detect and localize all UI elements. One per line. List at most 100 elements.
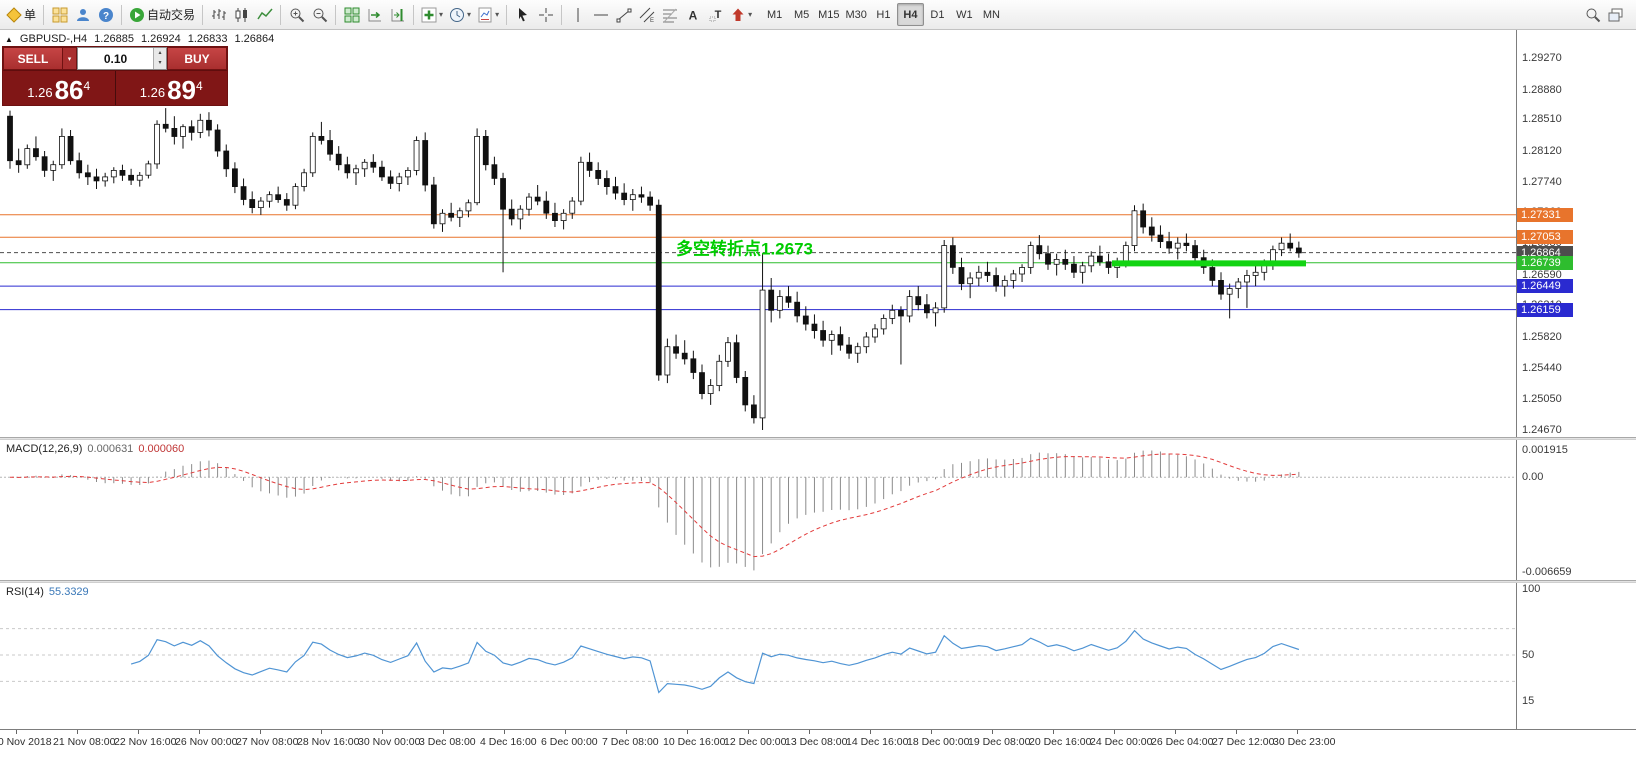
macd-axis-min: -0.006659: [1522, 566, 1572, 578]
main-chart-pane[interactable]: 多空转折点1.2673 ▲ GBPUSD-,H4 1.26885 1.26924…: [0, 30, 1516, 437]
auto-scroll-button[interactable]: [363, 3, 386, 26]
volume-input[interactable]: [78, 48, 153, 69]
price-axis-label: 1.25820: [1522, 331, 1562, 343]
period-m15-button[interactable]: M15: [815, 3, 842, 26]
macd-axis-zero: 0.00: [1522, 471, 1544, 484]
chart-window: 多空转折点1.2673 ▲ GBPUSD-,H4 1.26885 1.26924…: [0, 30, 1636, 751]
crosshair-button[interactable]: [534, 3, 557, 26]
time-axis-label: 27 Dec 12:00: [1212, 736, 1275, 748]
period-mn-button[interactable]: MN: [978, 3, 1005, 26]
time-axis-label: 12 Dec 00:00: [724, 736, 787, 748]
help-button[interactable]: ?: [94, 3, 117, 26]
ohlc-low: 1.26833: [187, 33, 228, 45]
macd-axis[interactable]: 0.001915 0.00 -0.006659: [1516, 440, 1636, 580]
text-label-button[interactable]: T: [704, 3, 727, 26]
periods-button[interactable]: ▾: [446, 3, 474, 26]
rsi-label-row: RSI(14) 55.3329: [6, 586, 89, 598]
buy-button[interactable]: BUY: [167, 47, 227, 70]
period-m30-button[interactable]: M30: [843, 3, 870, 26]
autotrading-button[interactable]: 自动交易: [126, 3, 198, 26]
sell-price-display[interactable]: 1.26 86 4: [3, 71, 116, 105]
time-tick: [931, 730, 932, 734]
main-toolbar: 单? 自动交易 ▾ ▾ ▾ E A T ▾ M1 M5 M15 M30 H1 H4 D1 W1 MN: [0, 0, 1636, 30]
volume-down-button[interactable]: ▾: [154, 58, 166, 69]
search-icon-button[interactable]: [1581, 3, 1604, 26]
period-m1-button[interactable]: M1: [761, 3, 788, 26]
volume-up-button[interactable]: ▴: [154, 48, 166, 59]
time-axis-label: 18 Dec 00:00: [907, 736, 970, 748]
rsi-axis-label: 15: [1522, 695, 1535, 708]
pane-separator-2[interactable]: [0, 580, 1636, 583]
tile-windows-button[interactable]: [340, 3, 363, 26]
annotation-text: 多空转折点1.2673: [676, 238, 813, 258]
line-chart-button[interactable]: [253, 3, 276, 26]
macd-pane[interactable]: MACD(12,26,9) 0.000631 0.000060: [0, 440, 1516, 580]
vertical-line-button[interactable]: [566, 3, 589, 26]
time-axis-label: 4 Dec 16:00: [480, 736, 537, 748]
toolbar-separator: [43, 4, 45, 25]
dropdown-caret-icon: ▾: [467, 10, 472, 19]
zoom-out-button[interactable]: [308, 3, 331, 26]
price-axis-label: 1.27740: [1522, 175, 1562, 188]
chart-shift-button[interactable]: [386, 3, 409, 26]
toolbar-separator: [280, 4, 282, 25]
pane-separator-1[interactable]: [0, 437, 1636, 440]
trendline-button[interactable]: [612, 3, 635, 26]
sell-options-caret-icon[interactable]: ▾: [63, 47, 77, 70]
rsi-axis[interactable]: 100 50 15: [1516, 583, 1636, 729]
time-tick: [687, 730, 688, 734]
toolbar-groups: 单? 自动交易 ▾ ▾ ▾ E A T ▾: [3, 3, 755, 26]
one-click-trading-panel: SELL ▾ ▴ ▾ BUY 1.26864: [2, 46, 228, 106]
text-button[interactable]: A: [681, 3, 704, 26]
time-tick: [321, 730, 322, 734]
time-tick: [1175, 730, 1176, 734]
time-tick: [626, 730, 627, 734]
period-h1-button[interactable]: H1: [870, 3, 897, 26]
time-tick: [565, 730, 566, 734]
price-axis-label: 1.28880: [1522, 83, 1562, 96]
bottom-filler: [0, 751, 1636, 779]
time-axis-label: 7 Dec 08:00: [602, 736, 659, 748]
chart-collapse-icon[interactable]: ▲: [5, 34, 13, 44]
toolbar-separator: [335, 4, 337, 25]
sell-price-prefix: 1.26: [27, 85, 53, 100]
toolbar-separator: [561, 4, 563, 25]
new-order-button[interactable]: 单: [3, 3, 39, 26]
period-d1-button[interactable]: D1: [924, 3, 951, 26]
period-buttons: M1 M5 M15 M30 H1 H4 D1 W1 MN: [761, 3, 1005, 26]
time-tick: [1114, 730, 1115, 734]
candlestick-button[interactable]: [230, 3, 253, 26]
buy-price-display[interactable]: 1.26 89 4: [116, 71, 228, 105]
time-axis-label: 6 Dec 00:00: [541, 736, 598, 748]
rsi-axis-label: 50: [1522, 649, 1535, 661]
templates-button[interactable]: ▾: [474, 3, 502, 26]
fibonacci-button[interactable]: [658, 3, 681, 26]
resistance-line-1-tag: 1.27331: [1517, 207, 1573, 222]
rsi-pane[interactable]: RSI(14) 55.3329: [0, 583, 1516, 729]
sell-price-main: 86: [54, 75, 84, 105]
period-h4-button[interactable]: H4: [896, 3, 924, 26]
horizontal-line-button[interactable]: [589, 3, 612, 26]
time-tick: [77, 730, 78, 734]
bar-chart-button[interactable]: [207, 3, 230, 26]
profile-button[interactable]: [71, 3, 94, 26]
price-axis[interactable]: 1.29270 1.28880 1.28510 1.28120 1.27740 1.273…: [1516, 30, 1636, 437]
price-axis-label: 1.24670: [1522, 424, 1562, 436]
period-m5-button[interactable]: M5: [788, 3, 815, 26]
sell-button[interactable]: SELL: [3, 47, 63, 70]
price-axis-label: 1.28120: [1522, 145, 1562, 157]
charts-button[interactable]: [48, 3, 71, 26]
volume-box: ▴ ▾: [77, 47, 167, 70]
zoom-in-button[interactable]: [285, 3, 308, 26]
arrows-button[interactable]: ▾: [727, 3, 755, 26]
time-tick: [1053, 730, 1054, 734]
indicators-button[interactable]: ▾: [418, 3, 446, 26]
cursor-button[interactable]: [511, 3, 534, 26]
window-list-button[interactable]: [1604, 3, 1627, 26]
period-w1-button[interactable]: W1: [951, 3, 978, 26]
svg-text:E: E: [650, 18, 654, 23]
equidistant-channel-button[interactable]: E: [635, 3, 658, 26]
time-tick: [138, 730, 139, 734]
